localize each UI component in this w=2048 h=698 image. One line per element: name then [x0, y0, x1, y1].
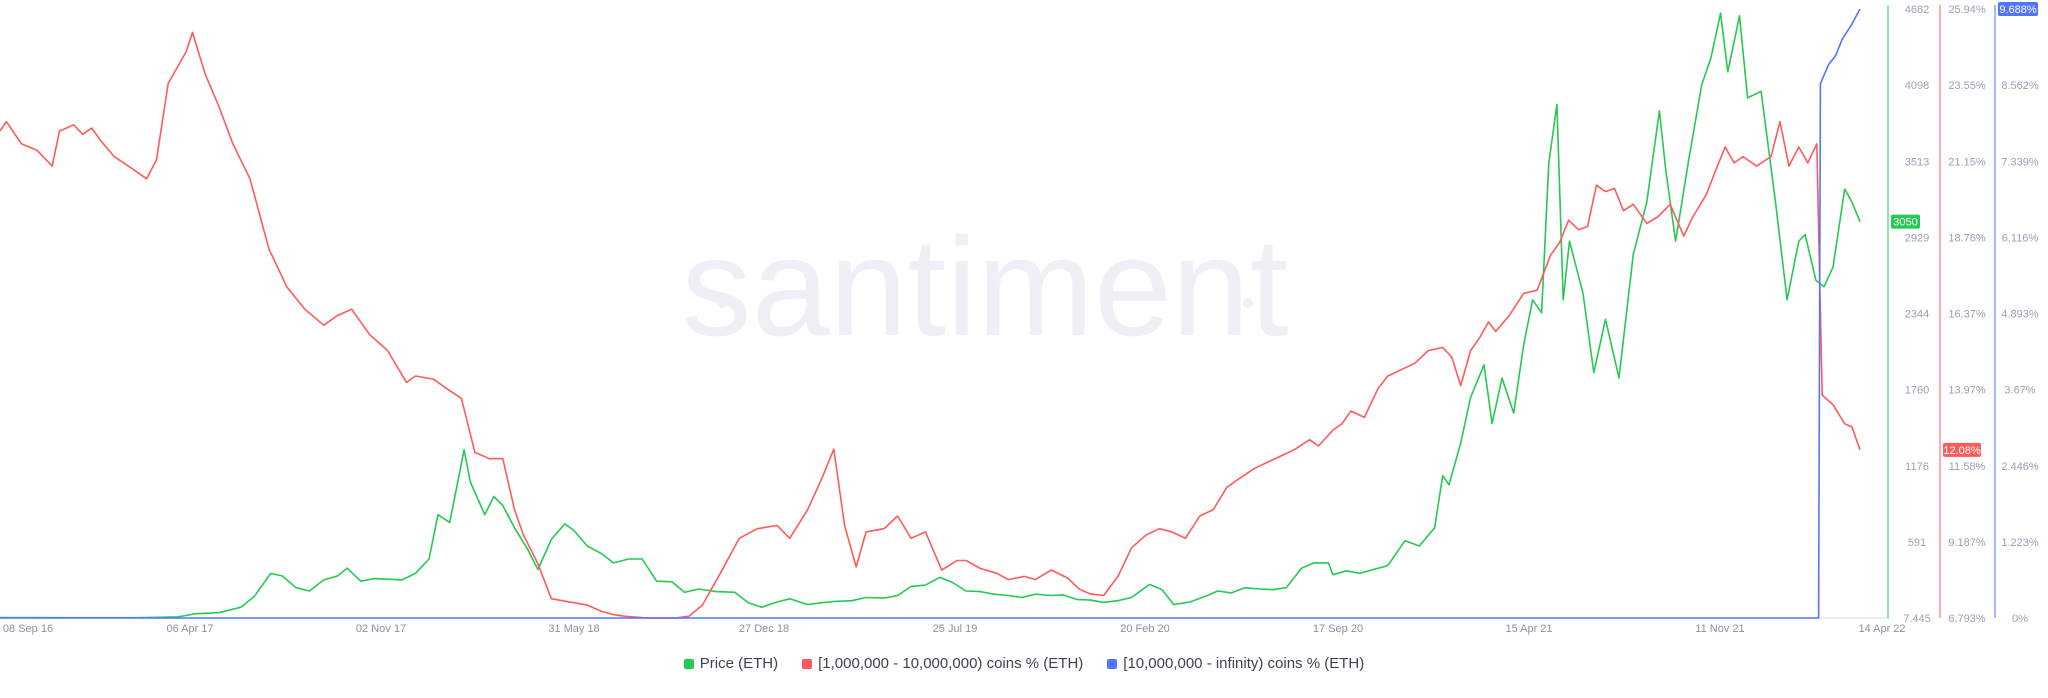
y-tick-label-price: 1176	[1905, 461, 1929, 473]
y-tick-label-mid-holders: 18.76%	[1948, 232, 1986, 244]
x-tick-label: 17 Sep 20	[1313, 623, 1363, 635]
y-tick-label-top-holders: 2.446%	[2001, 461, 2039, 473]
y-tick-label-mid-holders: 11.58%	[1949, 461, 1986, 473]
y-tick-label-price: 7.445	[1903, 613, 1931, 625]
y-tick-label-top-holders: 4.893%	[2001, 309, 2039, 321]
x-tick-label: 25 Jul 19	[933, 623, 978, 635]
legend-swatch-mid-holders	[802, 658, 813, 669]
current-value-label-price: 3050	[1893, 217, 1917, 229]
x-tick-label: 20 Feb 20	[1120, 623, 1170, 635]
y-tick-label-top-holders: 8.562%	[2001, 80, 2039, 92]
y-tick-label-price: 4098	[1905, 80, 1929, 92]
legend-item-mid-holders[interactable]: [1,000,000 - 10,000,000) coins % (ETH)	[802, 655, 1083, 672]
y-tick-label-mid-holders: 23.55%	[1948, 80, 1986, 92]
y-tick-label-mid-holders: 9.187%	[1948, 537, 1986, 549]
legend-label-mid-holders: [1,000,000 - 10,000,000) coins % (ETH)	[818, 655, 1084, 672]
y-tick-label-mid-holders: 6.793%	[1948, 613, 1986, 625]
y-tick-label-top-holders: 0%	[2012, 613, 2028, 625]
x-tick-label: 08 Sep 16	[3, 623, 53, 635]
legend-swatch-price	[683, 658, 694, 669]
x-tick-label: 06 Apr 17	[166, 623, 213, 635]
legend-label-price: Price (ETH)	[699, 655, 779, 672]
legend-swatch-top-holders	[1107, 658, 1118, 669]
legend-label-top-holders: [10,000,000 - infinity) coins % (ETH)	[1123, 655, 1365, 672]
y-tick-label-price: 2929	[1905, 232, 1929, 244]
x-tick-label: 31 May 18	[548, 623, 599, 635]
current-value-label-top-holders: 9.688%	[1999, 4, 2037, 16]
series-line-price[interactable]	[0, 12, 1861, 619]
watermark-dot-right	[1243, 298, 1253, 308]
current-value-badge-top-holders	[1998, 2, 2038, 16]
watermark-text: santiment	[682, 208, 1289, 365]
legend-item-top-holders[interactable]: [10,000,000 - infinity) coins % (ETH)	[1107, 655, 1364, 672]
x-tick-label: 11 Nov 21	[1695, 623, 1744, 635]
y-tick-label-price: 1760	[1905, 385, 1929, 397]
y-tick-label-price: 2344	[1905, 309, 1929, 321]
y-tick-label-top-holders: 3.67%	[2004, 385, 2035, 397]
y-tick-label-top-holders: 6.116%	[2002, 232, 2039, 244]
y-tick-label-price: 3513	[1905, 156, 1929, 168]
y-tick-label-mid-holders: 25.94%	[1948, 4, 1986, 16]
y-tick-label-price: 4682	[1905, 4, 1929, 16]
legend-item-price[interactable]: Price (ETH)	[683, 655, 779, 672]
watermark-dot-left	[717, 298, 727, 308]
x-tick-label: 27 Dec 18	[739, 623, 789, 635]
series-line-top-holders[interactable]	[0, 8, 1861, 619]
series-line-mid-holders[interactable]	[0, 31, 1861, 619]
x-tick-label: 14 Apr 22	[1858, 623, 1905, 635]
y-tick-label-top-holders: 7.339%	[2001, 156, 2039, 168]
x-tick-label: 15 Apr 21	[1505, 623, 1552, 635]
legend: Price (ETH) [1,000,000 - 10,000,000) coi…	[0, 655, 2048, 672]
x-tick-label: 02 Nov 17	[356, 623, 406, 635]
current-value-badge-mid-holders	[1943, 442, 1981, 457]
y-tick-label-mid-holders: 16.37%	[1948, 309, 1986, 321]
y-tick-label-mid-holders: 13.97%	[1948, 385, 1986, 397]
y-tick-label-top-holders: 1.223%	[2001, 537, 2039, 549]
y-tick-label-price: 591	[1908, 537, 1926, 549]
current-value-label-mid-holders: 12.08%	[1943, 445, 1981, 457]
y-tick-label-mid-holders: 21.15%	[1948, 156, 1986, 168]
current-value-badge-price	[1891, 214, 1920, 229]
